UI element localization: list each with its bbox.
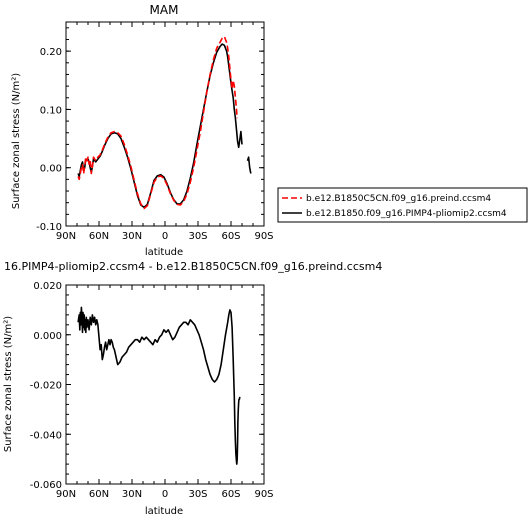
bottom-x-tick-label: 0 [162, 489, 168, 500]
top-x-tick-label: 30S [188, 231, 207, 242]
bottom-chart: 16.PIMP4-pliomip2.ccsm4 - b.e12.B1850C5C… [3, 260, 382, 517]
top-chart-title: MAM [150, 3, 179, 17]
bottom-x-tick-label: 90N [56, 489, 76, 500]
bottom-x-tick-label: 60N [89, 489, 109, 500]
top-plot-frame [65, 21, 265, 227]
top-series-line-0 [77, 35, 238, 210]
top-y-tick-label: 0.20 [40, 47, 62, 58]
bottom-plot-area: 90N 60N 30N 0 30S 60S 90S -0.060 -0.040 -0.020 0.0… [30, 281, 274, 500]
top-y-tick-label: 0.00 [40, 164, 62, 175]
bottom-y-tick-label: 0.020 [33, 281, 62, 292]
bottom-x-tick-label: 60S [221, 489, 240, 500]
bottom-series-line-0 [77, 306, 241, 465]
bottom-x-axis-label: latitude [145, 506, 183, 517]
bottom-y-axis-label: Surface zonal stress (N/m²) [3, 316, 14, 452]
legend-box [277, 187, 528, 223]
legend: b.e12.B1850C5CN.f09_g16.preind.ccsm4 b.e… [277, 187, 528, 223]
bottom-y-tick-label: -0.020 [30, 381, 62, 392]
top-y-axis-label: Surface zonal stress (N/m²) [11, 73, 22, 209]
top-x-tick-label: 0 [162, 231, 168, 242]
bottom-x-tick-label: 30S [188, 489, 207, 500]
top-chart: MAM 90N 60N 30N 0 30S 60S 90S -0.10 0.00 0.10 0.20… [11, 3, 274, 258]
top-x-tick-label: 30N [122, 231, 142, 242]
bottom-chart-title: 16.PIMP4-pliomip2.ccsm4 - b.e12.B1850C5C… [4, 260, 382, 273]
top-x-tick-label: 90S [254, 231, 273, 242]
top-x-tick-label: 60N [89, 231, 109, 242]
top-x-tick-label: 90N [56, 231, 76, 242]
top-y-tick-label: 0.10 [40, 105, 62, 116]
top-x-tick-label: 60S [221, 231, 240, 242]
bottom-y-tick-label: 0.000 [33, 331, 62, 342]
bottom-y-tick-label: -0.060 [30, 480, 62, 491]
top-x-axis-label: latitude [145, 247, 183, 258]
bottom-x-tick-label: 30N [122, 489, 142, 500]
legend-label-pliomip: b.e12.B1850.f09_g16.PIMP4-pliomip2.ccsm4 [306, 209, 507, 219]
legend-label-preind: b.e12.B1850C5CN.f09_g16.preind.ccsm4 [306, 194, 491, 204]
top-series-line-2 [246, 156, 252, 174]
top-y-tick-label: -0.10 [36, 222, 62, 233]
bottom-y-tick-label: -0.040 [30, 430, 62, 441]
top-series-line-1 [77, 43, 243, 209]
top-plot-area: 90N 60N 30N 0 30S 60S 90S -0.10 0.00 0.10 0.20 [36, 21, 274, 242]
bottom-x-tick-label: 90S [254, 489, 273, 500]
